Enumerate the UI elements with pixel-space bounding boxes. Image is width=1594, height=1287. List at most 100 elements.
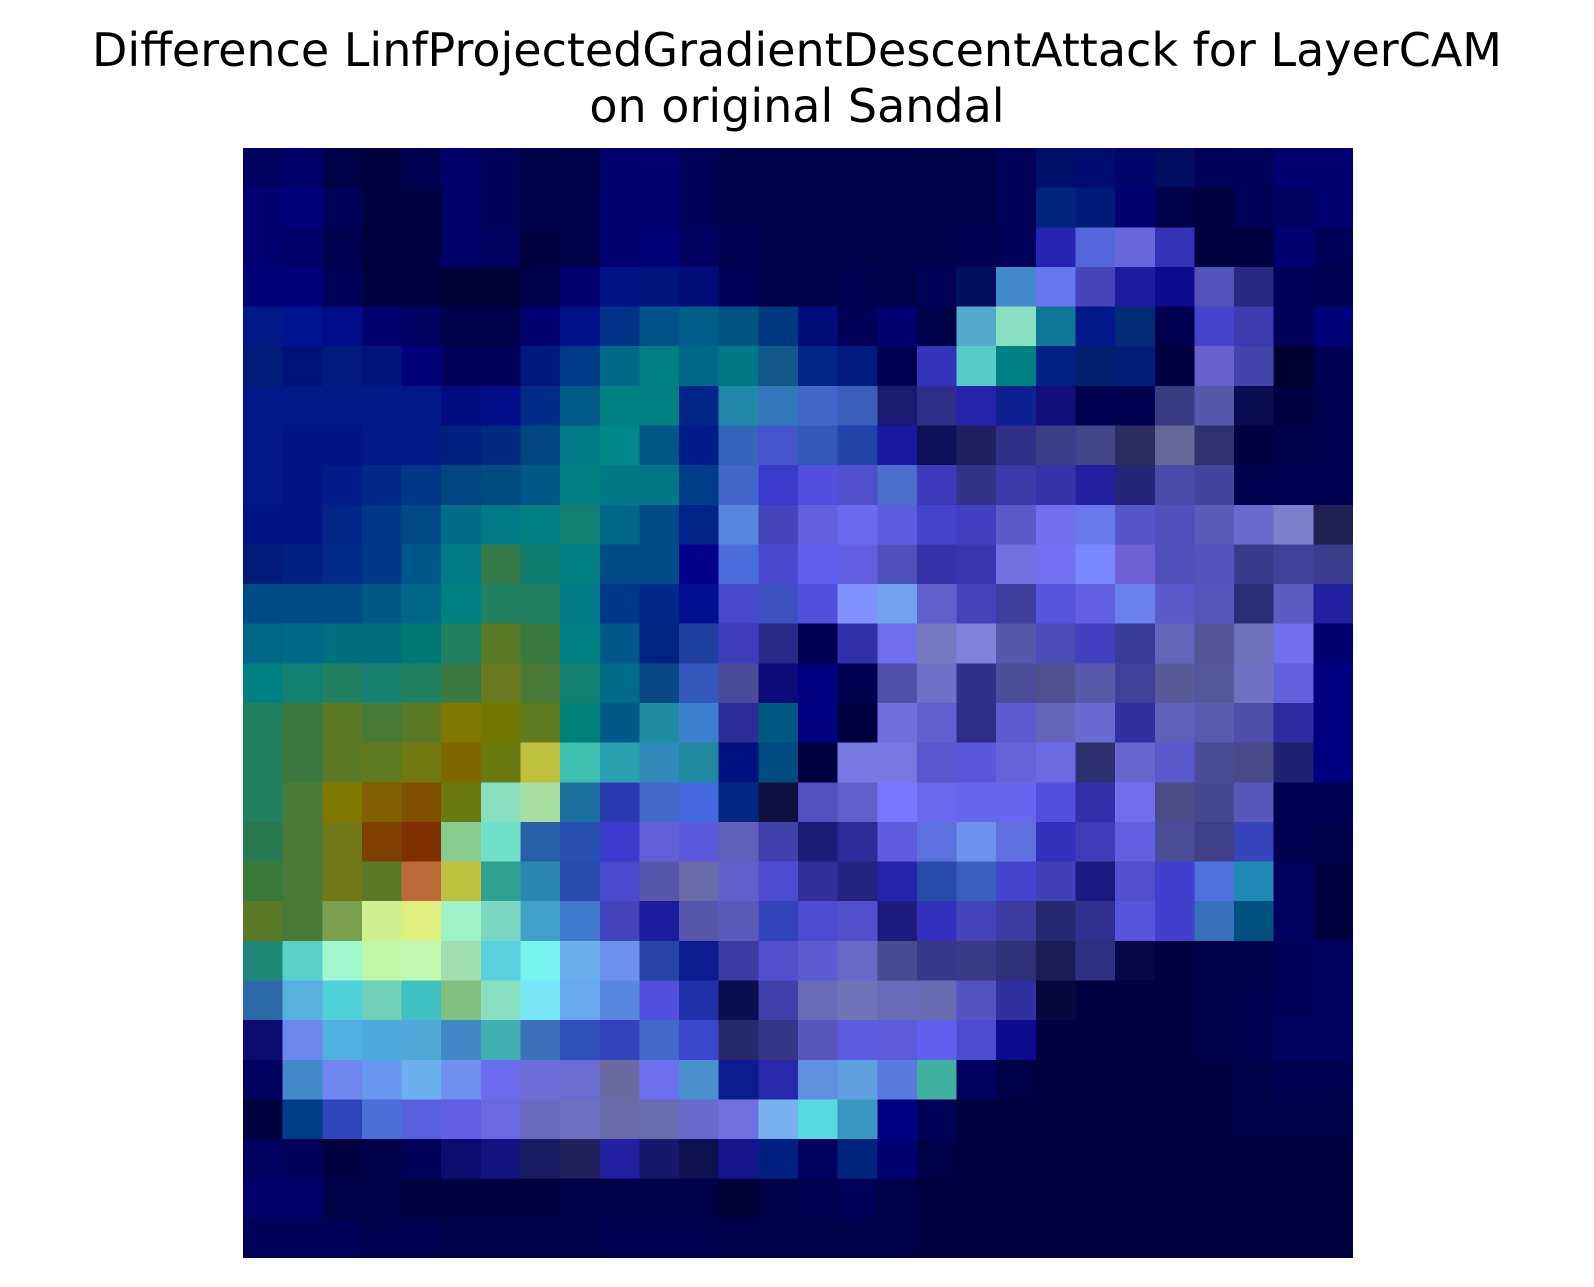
heatmap-cell bbox=[1115, 821, 1156, 863]
heatmap-cell bbox=[916, 1218, 958, 1258]
heatmap-cell bbox=[520, 782, 561, 823]
heatmap-cell bbox=[758, 1059, 799, 1101]
heatmap-cell bbox=[1313, 346, 1353, 387]
heatmap-cell bbox=[322, 742, 363, 783]
heatmap-cell bbox=[639, 1218, 680, 1258]
heatmap-cell bbox=[956, 1059, 997, 1101]
heatmap-cell bbox=[1075, 385, 1116, 427]
heatmap-cell bbox=[1154, 306, 1196, 347]
heatmap-cell bbox=[1313, 663, 1353, 704]
heatmap-cell bbox=[322, 1059, 363, 1101]
heatmap-cell bbox=[996, 1099, 1037, 1140]
heatmap-cell bbox=[1273, 346, 1314, 387]
heatmap-cell bbox=[560, 901, 601, 942]
heatmap-cell bbox=[996, 663, 1037, 704]
heatmap-cell bbox=[758, 663, 799, 704]
heatmap-cell bbox=[361, 425, 403, 466]
heatmap-cell bbox=[1273, 703, 1314, 744]
heatmap-cell bbox=[1194, 544, 1235, 585]
heatmap-cell bbox=[996, 148, 1037, 189]
heatmap-cell bbox=[679, 504, 720, 546]
heatmap-cell bbox=[798, 346, 839, 387]
heatmap-cell bbox=[520, 1020, 561, 1061]
heatmap-cell bbox=[322, 782, 363, 823]
heatmap-cell bbox=[877, 663, 918, 704]
heatmap-cell bbox=[916, 465, 958, 506]
heatmap-cell bbox=[916, 821, 958, 863]
heatmap-cell bbox=[1075, 940, 1116, 982]
heatmap-cell bbox=[1035, 1139, 1077, 1180]
heatmap-cell bbox=[956, 187, 997, 228]
heatmap-cell bbox=[243, 1178, 284, 1219]
heatmap-cell bbox=[1313, 584, 1353, 625]
heatmap-cell bbox=[243, 504, 284, 546]
heatmap-cell bbox=[996, 385, 1037, 427]
heatmap-cell bbox=[243, 663, 284, 704]
heatmap-cell bbox=[1194, 187, 1235, 228]
heatmap-cell bbox=[996, 940, 1037, 982]
heatmap-cell bbox=[1115, 940, 1156, 982]
heatmap-cell bbox=[401, 782, 442, 823]
heatmap-cell bbox=[837, 623, 878, 664]
heatmap-cell bbox=[1194, 1059, 1235, 1101]
heatmap-cell bbox=[798, 821, 839, 863]
heatmap-cell bbox=[361, 504, 403, 546]
heatmap-cell bbox=[1035, 504, 1077, 546]
heatmap-cell bbox=[679, 385, 720, 427]
heatmap-cell bbox=[560, 1020, 601, 1061]
heatmap-cell bbox=[520, 821, 561, 863]
heatmap-cell bbox=[956, 425, 997, 466]
heatmap-cell bbox=[996, 425, 1037, 466]
heatmap-cell bbox=[956, 901, 997, 942]
chart-title-line-1: Difference LinfProjectedGradientDescentA… bbox=[92, 23, 1502, 77]
heatmap-cell bbox=[441, 663, 482, 704]
heatmap-cell bbox=[956, 782, 997, 823]
heatmap-cell bbox=[956, 1218, 997, 1258]
heatmap-cell bbox=[798, 465, 839, 506]
heatmap-cell bbox=[1194, 901, 1235, 942]
heatmap-cell bbox=[837, 901, 878, 942]
heatmap-cell bbox=[1273, 980, 1314, 1021]
heatmap-cell bbox=[1154, 425, 1196, 466]
heatmap-cell bbox=[361, 901, 403, 942]
heatmap-cell bbox=[798, 504, 839, 546]
heatmap-cell bbox=[1035, 703, 1077, 744]
heatmap-cell bbox=[1035, 901, 1077, 942]
heatmap-cell bbox=[480, 425, 522, 466]
heatmap-cell bbox=[282, 1099, 323, 1140]
heatmap-cell bbox=[282, 782, 323, 823]
heatmap-cell bbox=[916, 584, 958, 625]
heatmap-cell bbox=[520, 544, 561, 585]
heatmap-cell bbox=[1115, 861, 1156, 902]
heatmap-cell bbox=[1035, 663, 1077, 704]
heatmap-cell bbox=[441, 940, 482, 982]
heatmap-cell bbox=[639, 623, 680, 664]
heatmap-cell bbox=[441, 821, 482, 863]
heatmap-cell bbox=[718, 1059, 759, 1101]
heatmap-cell bbox=[322, 623, 363, 664]
heatmap-cell bbox=[1075, 148, 1116, 189]
heatmap-cell bbox=[480, 742, 522, 783]
heatmap-cell bbox=[1313, 1020, 1353, 1061]
heatmap-cell bbox=[401, 1059, 442, 1101]
heatmap-cell bbox=[1154, 584, 1196, 625]
heatmap-cell bbox=[877, 227, 918, 268]
heatmap-cell bbox=[1154, 465, 1196, 506]
heatmap-cell bbox=[837, 940, 878, 982]
heatmap-cell bbox=[441, 227, 482, 268]
heatmap-cell bbox=[1035, 1218, 1077, 1258]
heatmap-cell bbox=[996, 1020, 1037, 1061]
heatmap-cell bbox=[322, 266, 363, 308]
heatmap-cell bbox=[1313, 227, 1353, 268]
heatmap-cell bbox=[1075, 782, 1116, 823]
heatmap-cell bbox=[639, 782, 680, 823]
heatmap-cell bbox=[322, 901, 363, 942]
heatmap-cell bbox=[361, 1139, 403, 1180]
heatmap-cell bbox=[996, 782, 1037, 823]
heatmap-cell bbox=[441, 901, 482, 942]
heatmap-cell bbox=[798, 1059, 839, 1101]
heatmap-cell bbox=[996, 227, 1037, 268]
heatmap-cell bbox=[1194, 504, 1235, 546]
heatmap-cell bbox=[877, 584, 918, 625]
heatmap-cell bbox=[758, 584, 799, 625]
